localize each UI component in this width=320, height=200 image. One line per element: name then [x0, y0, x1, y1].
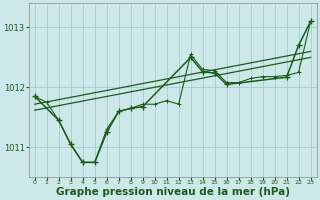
X-axis label: Graphe pression niveau de la mer (hPa): Graphe pression niveau de la mer (hPa) — [56, 187, 290, 197]
